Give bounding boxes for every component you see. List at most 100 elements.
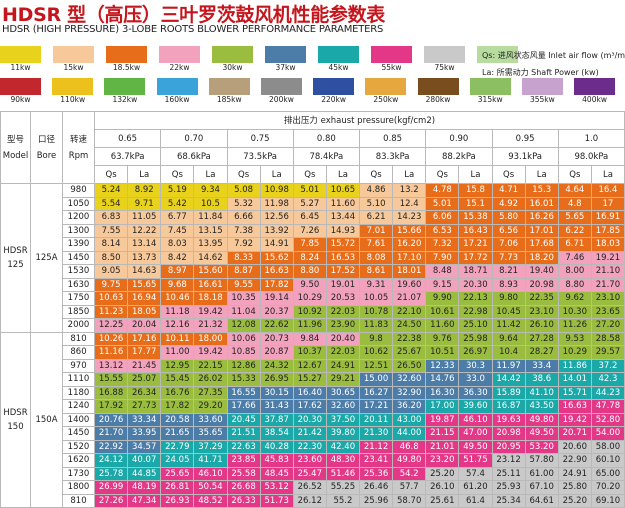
header-row-pressure: 型号 Model 口径 Bore 转速 Rpm 排出压力 exhaust pressure(… [0,111,625,184]
qs-cell: 25.34 [491,493,526,508]
legend-label: 55kw [381,63,402,72]
qs-cell: 16.88 [93,385,129,400]
legend-item: 75kw [424,46,465,72]
qs-cell: 8.48 [425,264,460,279]
qs-cell: 17.62 [292,399,327,414]
la-cell: 17.01 [524,223,559,238]
legend-swatch [212,46,253,63]
qs-cell: 10.29 [557,345,592,360]
la-cell: 29.57 [590,345,625,360]
la-cell: 58.70 [392,493,427,508]
la-cell: 61.4 [458,493,493,508]
la-cell: 60.10 [590,453,625,468]
qs-cell: 22.90 [557,453,592,468]
legend-label: 400kw [582,95,607,104]
qs-cell: 22.30 [292,439,327,454]
qs-cell: 12.16 [160,318,195,333]
qs-cell: 10.35 [226,291,261,306]
la-cell: 25.98 [458,331,493,346]
la-cell: 47.34 [127,493,162,508]
rpm-cell: 1180 [62,385,95,400]
legend-label: 110kw [60,95,86,104]
legend-label: 220kw [321,95,347,104]
qs-cell: 12.51 [358,358,394,373]
legend-swatch [104,78,146,95]
la-cell: 70.20 [590,480,625,495]
la-cell: 29.21 [325,372,361,387]
qs-cell: 25.11 [491,466,526,481]
la-cell: 55.2 [325,493,361,508]
qs-cell: 27.26 [93,493,129,508]
la-cell: 16.43 [458,223,493,238]
la-cell: 18.05 [127,304,162,319]
la-cell: 25.67 [392,345,427,360]
table-row: 1240 17.92 27.73 17.82 29.20 17.66 31.43 17.62 3… [1,399,625,414]
table-row: 1200 6.83 11.05 6.77 11.84 6.66 12.56 6.45 13.44… [1,210,625,225]
legend-item: 37kw [265,46,306,72]
qs-cell: 8.03 [160,237,195,252]
header-bore-cn: 口径 [37,134,55,145]
la-cell: 20.98 [524,277,559,292]
la-cell: 49.80 [392,453,427,468]
la-cell: 25.10 [458,318,493,333]
rpm-cell: 1110 [62,372,95,387]
qs-cell: 7.06 [491,237,526,252]
la-cell: 15.66 [392,223,427,238]
rpm-cell: 980 [62,183,95,198]
la-cell: 20.73 [259,331,294,346]
table-row: 1050 5.54 9.71 5.42 10.5 5.32 11.98 5.27 11.60 5.… [1,196,625,211]
la-cell: 61.20 [458,480,493,495]
rpm-cell: 810 [62,331,95,346]
legend-note-la: La: 所需动力 Shaft Power (kw) [482,68,599,77]
header-pressure-value: 1.0 [557,129,625,148]
la-cell: 23.90 [325,318,361,333]
qs-cell: 12.67 [292,358,327,373]
qs-cell: 15.27 [292,372,327,387]
la-cell: 12.4 [392,196,427,211]
header-la: La [325,165,361,184]
qs-cell: 11.18 [160,304,195,319]
legend-swatch [106,46,147,63]
legend-label: 250kw [373,95,399,104]
model-cell: HDSR 150 [0,331,31,508]
rpm-cell: 1530 [62,264,95,279]
qs-cell: 7.32 [425,237,460,252]
qs-cell: 25.65 [160,466,195,481]
la-cell: 23.65 [590,304,625,319]
legend-swatch [477,46,518,63]
qs-cell: 25.36 [358,466,394,481]
la-cell: 49.50 [458,439,493,454]
la-cell: 25.07 [127,372,162,387]
qs-cell: 21.51 [226,426,261,441]
la-cell: 19.21 [590,250,625,265]
qs-cell: 6.56 [491,223,526,238]
header-model-en: Model [2,150,29,161]
qs-cell: 4.78 [425,183,460,198]
qs-cell: 11.86 [557,358,592,373]
qs-cell: 8.14 [93,237,129,252]
qs-cell: 10.92 [292,304,327,319]
table-row: 1400 20.76 33.34 20.58 33.60 20.45 37.87 20.30 3… [1,412,625,427]
header-la: La [590,165,625,184]
la-cell: 22.98 [458,304,493,319]
qs-cell: 25.96 [358,493,394,508]
qs-cell: 21.70 [93,426,129,441]
la-cell: 17 [590,196,625,211]
page-title: HDSR 型（高压）三叶罗茨鼓风机性能参数表 [2,4,386,26]
qs-cell: 5.80 [491,210,526,225]
header-pressure-value: 0.90 [425,129,493,148]
legend-item: 30kw [212,46,253,72]
rpm-cell: 1390 [62,237,95,252]
header-kpa-value: 88.2kPa [425,147,493,166]
qs-cell: 11.23 [93,304,129,319]
la-cell: 37.50 [325,412,361,427]
la-cell: 16.53 [325,250,361,265]
la-cell: 20.87 [259,345,294,360]
legend-swatch [260,78,302,95]
la-cell: 30.3 [458,358,493,373]
la-cell: 17.68 [524,237,559,252]
la-cell: 9.34 [193,183,228,198]
la-cell: 51.75 [458,453,493,468]
header-kpa-value: 78.4kPa [292,147,361,166]
la-cell: 16.63 [259,264,294,279]
